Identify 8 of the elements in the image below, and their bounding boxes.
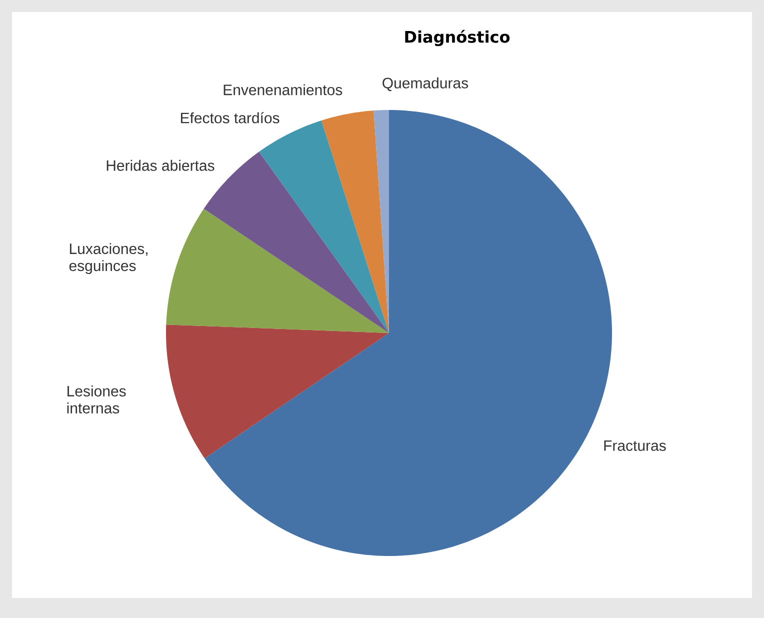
slice-label: Luxaciones, esguinces — [69, 243, 148, 274]
slice-label: Lesiones internas — [67, 385, 126, 414]
slice-label: Fracturas — [604, 440, 666, 451]
slice-label: Heridas abiertas — [106, 160, 214, 171]
slice-label: Envenenamientos — [224, 84, 342, 96]
slice-label: Quemaduras — [382, 77, 468, 92]
slice-label: Efectos tardíos — [180, 112, 280, 124]
chart-title: Diagnóstico — [405, 30, 510, 46]
